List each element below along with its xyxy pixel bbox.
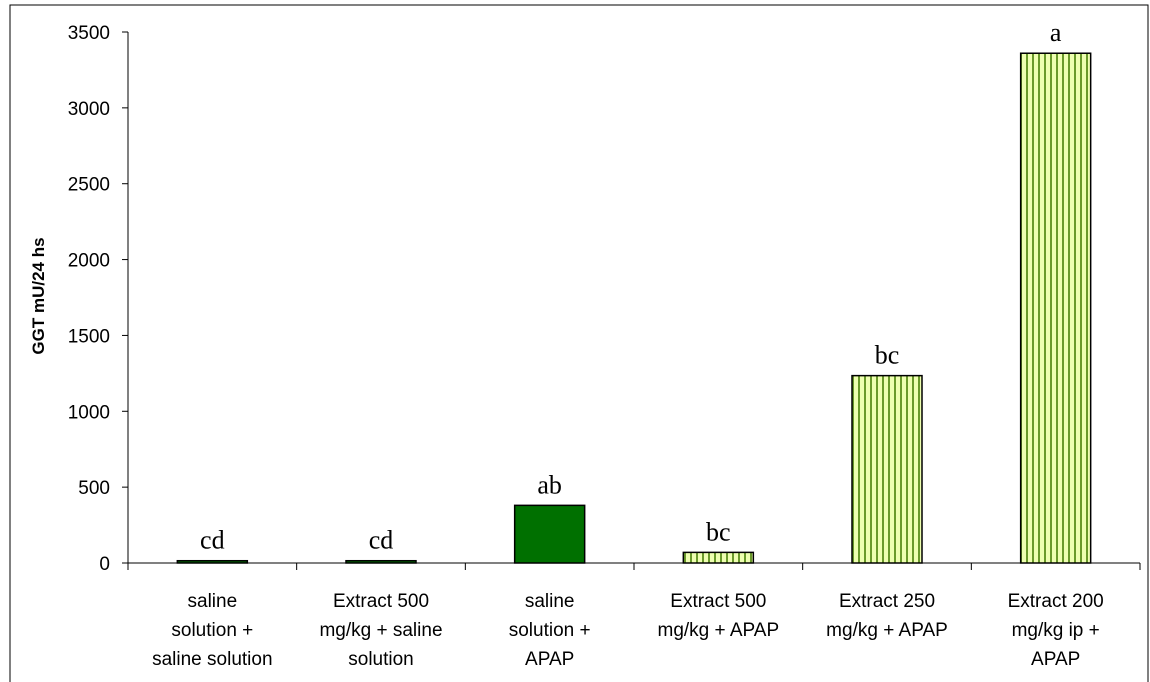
bar <box>682 551 755 564</box>
significance-label: ab <box>537 470 562 499</box>
x-category-label: mg/kg + APAP <box>826 620 948 641</box>
labels-group: cd saline solution + saline solution cd Extra… <box>152 18 1104 670</box>
bar <box>851 374 923 564</box>
x-category-label: mg/kg ip + <box>1012 620 1100 641</box>
x-category-label: mg/kg + APAP <box>658 620 780 641</box>
x-category-label: saline solution <box>152 649 272 670</box>
x-category-label: Extract 250 <box>839 591 935 612</box>
chart-frame <box>9 4 1149 682</box>
y-tick-label: 1500 <box>68 326 110 347</box>
x-category-label: solution + <box>171 620 253 641</box>
significance-label: cd <box>200 526 225 555</box>
significance-label: bc <box>875 341 900 370</box>
x-category-label: mg/kg + saline <box>319 620 442 641</box>
y-tick-label: 3000 <box>68 99 110 120</box>
x-category-label: Extract 200 <box>1008 591 1104 612</box>
bar <box>513 504 586 564</box>
significance-label: bc <box>706 517 731 546</box>
x-category-label: APAP <box>525 649 574 670</box>
significance-label: cd <box>369 526 394 555</box>
bar <box>176 559 249 564</box>
x-category-label: Extract 500 <box>333 591 429 612</box>
y-tick-label: 1000 <box>68 402 110 423</box>
axes-group: 0 500 1000 1500 2000 2500 3000 3500 <box>68 23 1141 575</box>
y-tick-label: 0 <box>99 554 110 575</box>
x-category-label: Extract 500 <box>670 591 766 612</box>
x-category-label: saline <box>188 591 238 612</box>
bar <box>345 559 417 564</box>
x-category-label: APAP <box>1031 649 1080 670</box>
y-tick-label: 500 <box>78 478 110 499</box>
bars-group <box>176 52 1092 564</box>
y-tick-label: 2000 <box>68 251 110 272</box>
y-tick-label: 3500 <box>68 23 110 44</box>
bar <box>1019 52 1092 564</box>
x-category-label: saline <box>525 591 575 612</box>
y-tick-label: 2500 <box>68 175 110 196</box>
x-category-label: solution + <box>509 620 591 641</box>
x-category-label: solution <box>348 649 414 670</box>
y-axis-title: GGT mU/24 hs <box>29 237 48 354</box>
significance-label: a <box>1050 18 1062 47</box>
